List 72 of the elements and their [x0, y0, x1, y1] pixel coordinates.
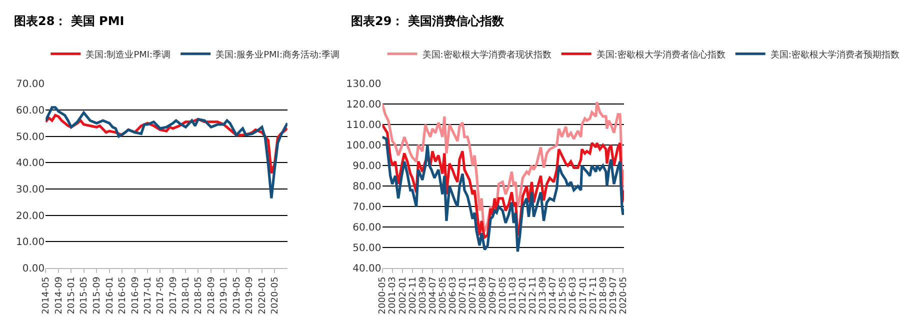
x-tick-label: 2014-07 [548, 276, 559, 314]
y-tick-label: 60.00 [16, 106, 45, 117]
x-tick-label: 2018-09 [598, 276, 609, 314]
line-series [382, 136, 624, 253]
x-tick-label: 2020-05 [618, 276, 629, 314]
x-tick-label: 2006-03 [448, 276, 458, 314]
legend-label: 美国:服务业PMI:商务活动:季调 [216, 49, 340, 60]
chart-title: 图表28： 美国 PMI [14, 14, 124, 28]
y-tick-label: 80.00 [352, 182, 382, 193]
y-tick-label: 60.00 [352, 222, 382, 234]
x-tick-label: 2005-05 [438, 276, 448, 314]
y-tick-label: 130.00 [346, 79, 382, 90]
x-tick-label: 2004-07 [428, 276, 438, 314]
line-series [46, 106, 288, 200]
x-tick-label: 2019-05 [232, 276, 242, 314]
x-tick-label: 2015-09 [92, 276, 103, 314]
x-tick-label: 2009-07 [488, 276, 499, 314]
x-tick-label: 2015-01 [67, 276, 78, 314]
x-tick-label: 2000-05 [378, 276, 388, 314]
x-tick-label: 2003-09 [418, 276, 428, 314]
y-tick-label: 10.00 [16, 237, 45, 248]
y-tick-label: 100.00 [346, 140, 382, 152]
x-tick-label: 2020-05 [270, 276, 280, 314]
x-tick-label: 2012-11 [528, 276, 539, 314]
x-tick-label: 2017-11 [588, 276, 599, 314]
x-tick-label: 2008-09 [478, 276, 489, 314]
legend-label: 美国:密歇根大学消费者现状指数 [422, 49, 552, 60]
x-tick-label: 2013-09 [538, 276, 549, 314]
x-tick-label: 2020-01 [258, 276, 268, 314]
x-tick-label: 2014-09 [54, 276, 64, 314]
x-tick-label: 2002-11 [408, 276, 418, 314]
x-tick-label: 2019-07 [608, 276, 619, 314]
x-tick-label: 2001-03 [388, 276, 398, 314]
x-tick-label: 2016-03 [568, 276, 579, 314]
legend-label: 美国:密歇根大学消费者信心指数 [596, 49, 726, 60]
y-tick-label: 70.00 [16, 79, 45, 90]
x-tick-label: 2018-09 [206, 276, 217, 314]
x-tick-label: 2016-01 [105, 276, 116, 314]
y-tick-label: 50.00 [16, 132, 45, 143]
y-tick-label: 20.00 [16, 210, 45, 222]
x-tick-label: 2019-09 [245, 276, 256, 314]
y-tick-label: 30.00 [16, 184, 45, 196]
x-tick-label: 2010-05 [498, 276, 509, 314]
x-tick-label: 2017-05 [156, 276, 166, 314]
line-series [382, 100, 624, 232]
x-tick-label: 2002-01 [398, 276, 408, 314]
x-tick-label: 2018-05 [194, 276, 204, 314]
legend-label: 美国:制造业PMI:季调 [86, 49, 171, 60]
x-tick-label: 2014-05 [42, 276, 52, 314]
y-tick-label: 0.00 [22, 264, 45, 274]
x-tick-label: 2007-01 [458, 276, 468, 314]
x-tick-label: 2015-05 [558, 276, 569, 314]
x-tick-label: 2017-01 [578, 276, 589, 314]
y-tick-label: 40.00 [352, 264, 382, 274]
y-tick-label: 90.00 [352, 161, 382, 172]
legend-label: 美国:密歇根大学消费者预期指数 [770, 49, 900, 60]
x-tick-label: 2018-01 [182, 276, 192, 314]
x-tick-label: 2016-05 [118, 276, 128, 314]
x-tick-label: 2012-01 [518, 276, 529, 314]
x-tick-label: 2016-09 [130, 276, 141, 314]
y-tick-label: 70.00 [352, 202, 382, 214]
y-tick-label: 120.00 [346, 100, 382, 111]
chart-title: 图表29： 美国消费信心指数 [351, 14, 505, 28]
x-tick-label: 2019-01 [220, 276, 230, 314]
y-tick-label: 50.00 [352, 243, 382, 254]
x-tick-label: 2011-03 [508, 276, 519, 314]
y-tick-label: 110.00 [346, 120, 382, 132]
y-tick-label: 40.00 [16, 158, 45, 170]
x-tick-label: 2017-01 [144, 276, 154, 314]
x-tick-label: 2007-11 [468, 276, 478, 314]
x-tick-label: 2017-09 [168, 276, 179, 314]
x-tick-label: 2015-05 [80, 276, 90, 314]
